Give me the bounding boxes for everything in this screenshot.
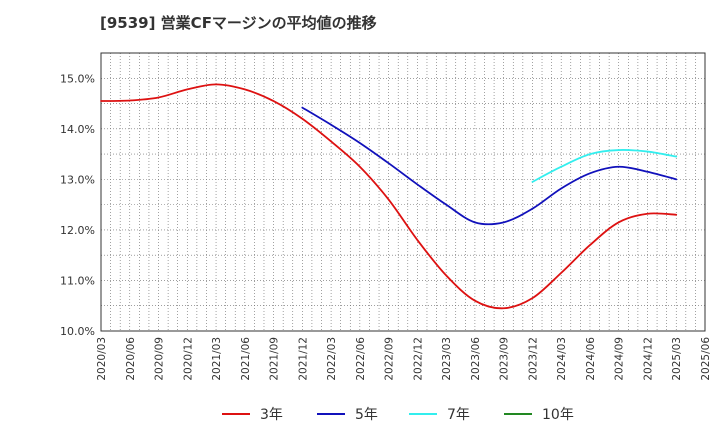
legend-swatch: [409, 413, 437, 415]
x-tick-label: 2024/09: [614, 337, 626, 381]
x-tick-label: 2023/09: [499, 337, 511, 381]
x-tick-label: 2020/09: [154, 337, 166, 381]
series-line-5y: [301, 106, 678, 226]
x-tick-label: 2021/12: [297, 337, 309, 381]
series-line-3y: [100, 83, 678, 310]
x-tick-label: 2023/12: [527, 337, 539, 381]
x-tick-label: 2021/03: [211, 337, 223, 381]
legend-label: 3年: [260, 407, 283, 423]
legend-item-5y: 5年: [317, 404, 378, 424]
legend: 3年 5年 7年 10年: [0, 404, 720, 426]
x-tick-label: 2024/06: [585, 337, 597, 381]
x-tick-label: 2022/06: [355, 337, 367, 381]
legend-item-10y: 10年: [504, 404, 574, 424]
x-tick-label: 2025/06: [700, 337, 712, 381]
x-tick-label: 2024/12: [642, 337, 654, 381]
x-tick-label: 2020/03: [96, 337, 108, 381]
y-tick-label: 10.0%: [60, 325, 95, 338]
y-tick-label: 12.0%: [60, 224, 95, 237]
x-tick-label: 2023/03: [441, 337, 453, 381]
y-tick-label: 15.0%: [60, 72, 95, 85]
legend-swatch: [222, 413, 250, 415]
x-tick-label: 2023/06: [470, 337, 482, 381]
legend-label: 7年: [447, 407, 470, 423]
y-tick-label: 11.0%: [60, 274, 95, 287]
y-tick-label: 14.0%: [60, 123, 95, 136]
legend-swatch: [317, 413, 345, 415]
legend-label: 5年: [355, 407, 378, 423]
series-line-7y: [531, 149, 678, 183]
legend-item-3y: 3年: [222, 404, 283, 424]
x-tick-label: 2022/03: [326, 337, 338, 381]
x-tick-label: 2024/03: [556, 337, 568, 381]
legend-swatch: [504, 413, 532, 415]
legend-item-7y: 7年: [409, 404, 470, 424]
x-tick-label: 2025/03: [671, 337, 683, 381]
x-tick-label: 2020/06: [125, 337, 137, 381]
x-tick-label: 2021/06: [240, 337, 252, 381]
x-tick-label: 2022/12: [412, 337, 424, 381]
chart-title: [9539] 営業CFマージンの平均値の推移: [100, 14, 377, 32]
x-tick-label: 2022/09: [384, 337, 396, 381]
y-tick-label: 13.0%: [60, 173, 95, 186]
legend-label: 10年: [542, 407, 574, 423]
plot-border: [100, 52, 706, 332]
x-tick-label: 2020/12: [182, 337, 194, 381]
x-tick-label: 2021/09: [269, 337, 281, 381]
plot-area: [101, 53, 705, 331]
